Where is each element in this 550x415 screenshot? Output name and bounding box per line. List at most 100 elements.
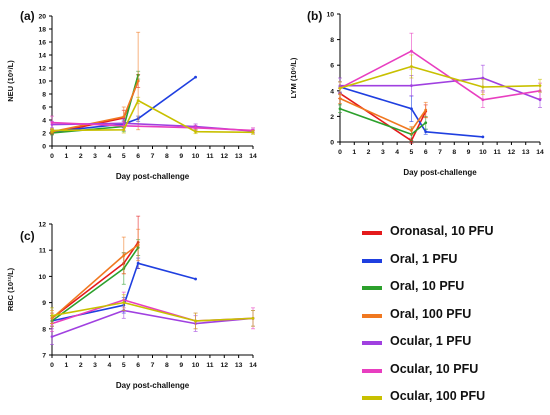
- data-point: [50, 314, 54, 318]
- legend-item: Oronasal, 10 PFU: [352, 222, 548, 250]
- y-tick-label: 12: [38, 222, 46, 229]
- x-axis-title: Day post-challenge: [116, 172, 190, 181]
- x-tick-label: 11: [494, 149, 501, 156]
- x-tick-label: 10: [479, 149, 487, 156]
- y-axis-title: NEU (10⁹/L): [6, 60, 15, 102]
- legend-item: Ocular, 10 PFU: [352, 360, 548, 388]
- x-tick-label: 4: [108, 362, 112, 369]
- data-point: [424, 121, 428, 125]
- y-tick-label: 8: [42, 326, 46, 333]
- x-tick-label: 5: [122, 362, 126, 369]
- x-tick-label: 10: [192, 153, 200, 160]
- y-tick-label: 7: [42, 353, 46, 360]
- legend-label: Ocular, 10 PFU: [390, 361, 479, 376]
- x-tick-label: 2: [79, 362, 83, 369]
- data-point: [194, 130, 197, 134]
- data-point: [410, 49, 413, 53]
- y-axis-title: LYM (10⁹/L): [289, 57, 298, 98]
- x-tick-label: 13: [235, 153, 243, 160]
- series-line: [339, 50, 541, 101]
- y-tick-label: 18: [38, 27, 46, 34]
- panel-neu-chart: 0 1 2 3 4 5 6 7 8 9 10 11 12 13 1402468101214161820Day…: [6, 9, 257, 181]
- panel-label: (b): [307, 9, 322, 23]
- x-tick-label: 0: [50, 153, 54, 160]
- data-point: [338, 97, 342, 100]
- series-line: [51, 99, 254, 134]
- y-tick-label: 12: [38, 66, 46, 73]
- x-tick-label: 6: [136, 362, 140, 369]
- x-tick-label: 11: [206, 153, 213, 160]
- legend-swatch: [362, 313, 382, 318]
- data-point: [424, 108, 428, 112]
- x-tick-label: 6: [424, 149, 428, 156]
- legend-swatch: [362, 341, 382, 345]
- x-tick-label: 8: [165, 362, 169, 369]
- legend-label: Oral, 100 PFU: [390, 306, 472, 321]
- x-tick-label: 12: [221, 362, 229, 369]
- legend-item: Ocular, 1 PFU: [352, 332, 548, 360]
- x-tick-label: 2: [367, 149, 371, 156]
- data-point: [122, 115, 126, 119]
- data-point: [481, 98, 485, 102]
- series-line: [339, 65, 541, 89]
- x-tick-label: 7: [151, 153, 155, 160]
- x-tick-label: 14: [249, 362, 257, 369]
- x-tick-label: 9: [467, 149, 471, 156]
- data-point: [251, 130, 255, 134]
- x-tick-label: 10: [192, 362, 200, 369]
- y-tick-label: 16: [38, 40, 46, 47]
- x-tick-label: 4: [395, 149, 399, 156]
- legend: Oronasal, 10 PFU Oral, 1 PFU Oral, 10 PF…: [352, 222, 548, 415]
- x-tick-label: 1: [64, 362, 68, 369]
- legend-label: Oral, 10 PFU: [390, 279, 465, 293]
- x-tick-label: 14: [249, 153, 257, 160]
- x-tick-label: 0: [338, 149, 342, 156]
- y-tick-label: 11: [39, 248, 46, 255]
- legend-label: Oral, 1 PFU: [390, 251, 458, 266]
- series-line: [51, 309, 254, 338]
- data-point: [410, 129, 413, 132]
- series-line: [51, 301, 254, 322]
- y-tick-label: 4: [330, 88, 334, 95]
- x-tick-label: 12: [508, 149, 516, 156]
- series-group: [50, 96, 255, 135]
- series-line: [51, 262, 196, 322]
- y-tick-label: 0: [330, 140, 334, 147]
- legend-label: Ocular, 1 PFU: [390, 334, 472, 348]
- legend-item: Oral, 10 PFU: [352, 277, 548, 305]
- y-tick-label: 10: [326, 12, 334, 19]
- x-tick-label: 6: [136, 153, 140, 160]
- data-point: [481, 85, 485, 89]
- legend-swatch: [362, 368, 382, 373]
- series-group: [338, 92, 428, 135]
- y-tick-label: 10: [38, 274, 46, 281]
- data-point: [136, 243, 140, 247]
- data-point: [538, 84, 542, 88]
- data-point: [136, 99, 140, 102]
- series-line: [340, 77, 541, 101]
- x-tick-label: 7: [438, 149, 442, 156]
- legend-label: Ocular, 100 PFU: [390, 389, 486, 403]
- x-tick-label: 5: [122, 153, 126, 160]
- data-point: [424, 130, 428, 134]
- x-tick-label: 3: [381, 149, 385, 156]
- y-tick-label: 6: [42, 105, 46, 112]
- data-point: [481, 76, 485, 80]
- x-tick-label: 13: [235, 362, 243, 369]
- legend-item: Oral, 1 PFU: [352, 250, 548, 278]
- data-point: [194, 126, 197, 130]
- data-point: [194, 277, 197, 281]
- y-tick-label: 2: [330, 114, 334, 121]
- y-tick-label: 8: [330, 37, 334, 44]
- x-axis-title: Day post-challenge: [403, 168, 477, 177]
- data-point: [122, 301, 126, 304]
- x-tick-label: 8: [165, 153, 169, 160]
- legend-swatch: [362, 258, 382, 263]
- series-group: [50, 294, 255, 330]
- x-tick-label: 1: [64, 153, 68, 160]
- x-tick-label: 12: [221, 153, 229, 160]
- data-point: [194, 319, 197, 323]
